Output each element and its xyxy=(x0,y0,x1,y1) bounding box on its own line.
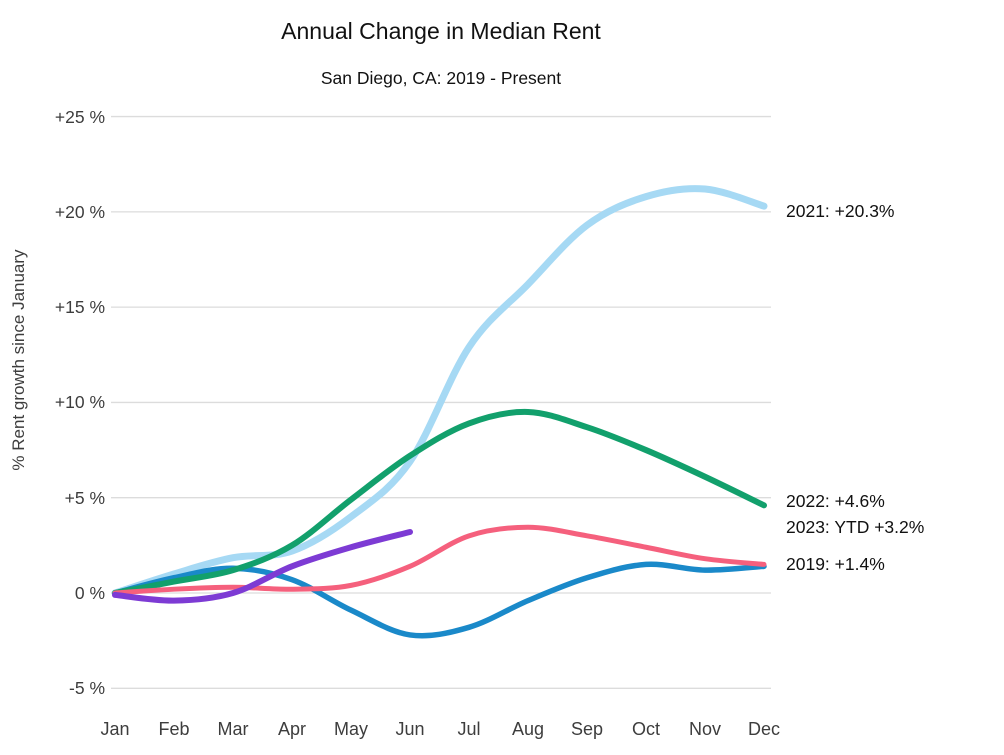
chart-title: Annual Change in Median Rent xyxy=(281,18,601,44)
x-tick-label: Mar xyxy=(217,719,249,739)
x-tick-label: Dec xyxy=(747,719,780,739)
series-annotation: 2019: +1.4% xyxy=(786,554,885,575)
y-tick-label: +15 % xyxy=(54,297,105,318)
x-tick-label: Apr xyxy=(277,719,306,739)
y-tick-label: +5 % xyxy=(64,487,105,508)
series-annotation: 2023: YTD +3.2% xyxy=(786,517,925,538)
x-tick-label: Jul xyxy=(457,719,481,739)
y-tick-label: 0 % xyxy=(74,583,105,603)
x-tick-label: Jan xyxy=(100,719,130,739)
x-tick-label: Feb xyxy=(158,719,190,739)
x-tick-label: Jun xyxy=(395,719,425,739)
y-tick-label: +10 % xyxy=(54,392,105,413)
x-tick-label: Aug xyxy=(511,719,545,739)
y-tick-label: +20 % xyxy=(54,201,105,222)
series-line-2020 xyxy=(112,524,767,596)
chart-subtitle: San Diego, CA: 2019 - Present xyxy=(320,68,562,88)
series-line-2021 xyxy=(111,185,768,597)
series-line-2023 xyxy=(112,529,413,604)
series-annotation: 2021: +20.3% xyxy=(786,200,895,221)
series-lines xyxy=(111,185,768,639)
y-tick-label: -5 % xyxy=(69,678,105,699)
series-annotation: 2022: +4.6% xyxy=(786,490,885,511)
x-tick-label: Oct xyxy=(631,719,660,739)
x-tick-label: Sep xyxy=(570,719,604,739)
x-tick-label: Nov xyxy=(688,719,721,739)
series-line-2022 xyxy=(112,408,767,596)
x-tick-label: May xyxy=(333,719,368,739)
y-tick-label: +25 % xyxy=(54,106,105,127)
